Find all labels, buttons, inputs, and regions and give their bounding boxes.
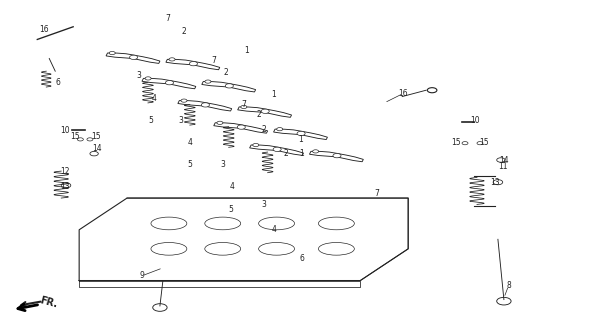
Text: 1: 1	[299, 149, 304, 158]
Text: FR.: FR.	[38, 295, 58, 309]
Text: 2: 2	[283, 149, 288, 158]
Polygon shape	[106, 53, 160, 63]
Circle shape	[189, 61, 198, 66]
Text: 15: 15	[451, 138, 461, 147]
Text: 3: 3	[261, 200, 266, 209]
Circle shape	[87, 138, 93, 141]
Circle shape	[276, 128, 282, 131]
Text: 3: 3	[136, 71, 141, 80]
Text: 2: 2	[224, 68, 228, 77]
Circle shape	[90, 151, 99, 156]
Text: 10: 10	[61, 126, 70, 135]
Text: 7: 7	[212, 56, 216, 65]
Circle shape	[427, 88, 437, 93]
Text: 2: 2	[256, 109, 261, 118]
Ellipse shape	[319, 243, 355, 255]
Text: 5: 5	[148, 116, 153, 125]
Text: 3: 3	[221, 160, 225, 169]
Ellipse shape	[205, 243, 240, 255]
Circle shape	[477, 142, 483, 145]
Text: 7: 7	[165, 14, 170, 23]
Text: 11: 11	[498, 163, 507, 172]
Ellipse shape	[319, 217, 355, 230]
Text: 6: 6	[56, 78, 61, 87]
Text: 5: 5	[228, 205, 233, 214]
Ellipse shape	[258, 243, 294, 255]
Circle shape	[130, 55, 138, 60]
Text: 6: 6	[299, 254, 304, 263]
Text: 2: 2	[261, 125, 266, 134]
Text: 7: 7	[374, 189, 379, 198]
Circle shape	[225, 84, 233, 88]
Circle shape	[145, 77, 151, 80]
Polygon shape	[202, 82, 255, 92]
Text: 3: 3	[178, 116, 183, 125]
Circle shape	[261, 109, 269, 113]
Polygon shape	[142, 78, 196, 89]
Circle shape	[496, 297, 511, 305]
Polygon shape	[214, 123, 267, 133]
Polygon shape	[273, 129, 328, 140]
Text: 1: 1	[298, 135, 303, 144]
Text: 10: 10	[471, 116, 480, 125]
Circle shape	[109, 52, 115, 55]
Circle shape	[241, 105, 247, 108]
Circle shape	[78, 138, 84, 141]
Circle shape	[165, 81, 174, 85]
Circle shape	[217, 121, 223, 124]
Text: 13: 13	[490, 178, 500, 187]
Text: 7: 7	[241, 100, 246, 109]
Circle shape	[61, 183, 71, 188]
Text: 4: 4	[188, 138, 192, 147]
Circle shape	[462, 142, 468, 145]
Text: 16: 16	[398, 89, 408, 98]
Circle shape	[313, 150, 319, 153]
Polygon shape	[310, 151, 364, 162]
Text: 16: 16	[40, 25, 49, 34]
Ellipse shape	[151, 243, 187, 255]
Text: 4: 4	[229, 182, 234, 191]
Text: 1: 1	[271, 91, 276, 100]
Circle shape	[493, 180, 502, 185]
Ellipse shape	[258, 217, 294, 230]
Text: 1: 1	[244, 46, 249, 55]
Text: 15: 15	[70, 132, 80, 141]
Circle shape	[496, 158, 505, 162]
Text: 12: 12	[61, 167, 70, 176]
Circle shape	[237, 125, 245, 129]
Text: 15: 15	[91, 132, 101, 141]
Ellipse shape	[151, 217, 187, 230]
Text: 5: 5	[188, 160, 192, 169]
Circle shape	[169, 58, 175, 61]
Text: 14: 14	[93, 144, 102, 153]
Polygon shape	[237, 107, 291, 117]
Circle shape	[181, 99, 187, 102]
Circle shape	[253, 143, 259, 147]
Circle shape	[205, 80, 211, 83]
Text: 13: 13	[61, 182, 70, 191]
Text: 9: 9	[139, 271, 144, 280]
Circle shape	[333, 154, 341, 158]
Polygon shape	[166, 59, 220, 70]
Text: 4: 4	[151, 94, 156, 103]
Circle shape	[201, 103, 209, 107]
Circle shape	[273, 147, 281, 151]
Text: 15: 15	[480, 138, 489, 147]
Circle shape	[153, 304, 167, 311]
Polygon shape	[178, 100, 232, 111]
Text: 2: 2	[182, 27, 186, 36]
Text: 8: 8	[506, 281, 511, 290]
Circle shape	[297, 131, 305, 136]
Text: 4: 4	[271, 225, 276, 234]
Ellipse shape	[205, 217, 240, 230]
Polygon shape	[249, 145, 304, 156]
Text: 14: 14	[499, 156, 508, 164]
